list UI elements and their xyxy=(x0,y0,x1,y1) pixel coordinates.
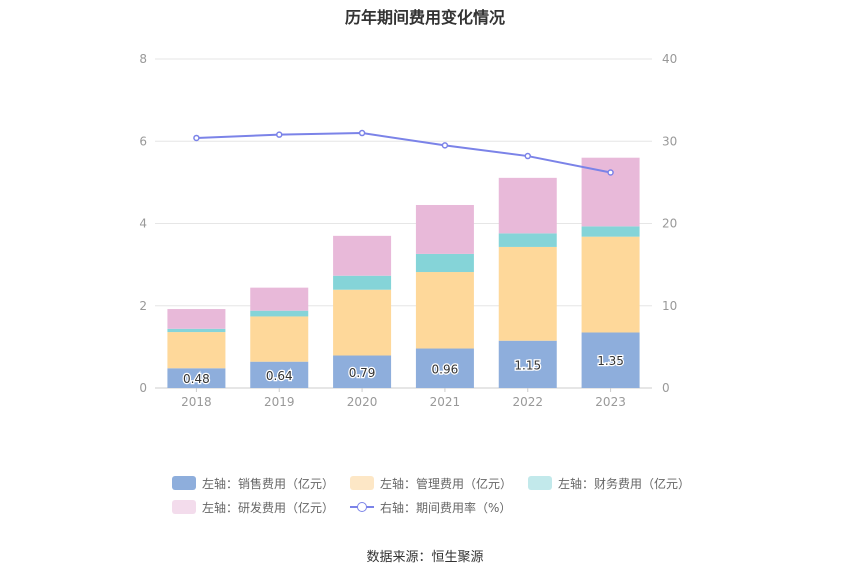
bar-data-label: 1.35 xyxy=(597,354,624,368)
bar-segment-3 xyxy=(415,204,474,254)
right-axis-tick-label: 20 xyxy=(662,217,677,231)
left-axis-tick-label: 8 xyxy=(139,52,147,66)
bar-segment-1 xyxy=(415,272,474,349)
bar-segment-3 xyxy=(498,177,557,234)
bar-segment-2 xyxy=(167,328,226,333)
expense-ratio-point xyxy=(358,129,366,137)
bar-segment-2 xyxy=(581,226,640,237)
expense-ratio-point xyxy=(607,169,614,176)
chart-legend: 左轴：销售费用（亿元） 左轴：管理费用（亿元） 左轴：财务费用（亿元） 左轴：研… xyxy=(172,471,692,519)
expense-ratio-point xyxy=(276,131,283,138)
x-axis-tick-label: 2019 xyxy=(264,395,295,409)
bar-data-label: 0.96 xyxy=(432,362,459,376)
legend-label-admin: 左轴：管理费用（亿元） xyxy=(380,476,513,491)
bar-segment-0 xyxy=(415,348,474,388)
bar-segment-0 xyxy=(581,332,640,388)
legend-item-rnd[interactable]: 左轴：研发费用（亿元） xyxy=(172,499,334,516)
bar-data-label: 0.64 xyxy=(266,369,293,383)
bar-data-label: 0.48 xyxy=(183,372,210,386)
expense-ratio-point xyxy=(441,142,449,149)
legend-line-icon xyxy=(350,500,375,514)
bar-segment-1 xyxy=(250,316,309,362)
left-axis-tick-label: 6 xyxy=(139,134,147,148)
bar-segment-2 xyxy=(333,275,392,290)
x-axis-tick-label: 2022 xyxy=(512,395,543,409)
legend-label-expense-ratio: 右轴：期间费用率（%） xyxy=(380,500,512,515)
bar-segment-1 xyxy=(333,289,392,356)
bar-segment-3 xyxy=(167,309,226,329)
legend-item-admin[interactable]: 左轴：管理费用（亿元） xyxy=(350,475,512,492)
bar-data-label: 0.79 xyxy=(349,366,376,380)
legend-swatch-finance xyxy=(528,476,553,490)
left-axis-tick-label: 4 xyxy=(139,217,147,231)
right-axis-tick-label: 30 xyxy=(662,134,677,148)
bar-segment-2 xyxy=(415,253,474,273)
right-axis-tick-label: 40 xyxy=(662,52,677,66)
bar-segment-2 xyxy=(498,233,557,247)
legend-item-finance[interactable]: 左轴：财务费用（亿元） xyxy=(528,475,690,492)
right-axis-tick-label: 10 xyxy=(662,299,677,313)
legend-item-sales[interactable]: 左轴：销售费用（亿元） xyxy=(172,475,334,492)
legend-label-finance: 左轴：财务费用（亿元） xyxy=(558,476,691,491)
bar-segment-0 xyxy=(498,340,557,388)
x-axis-tick-label: 2018 xyxy=(181,395,212,409)
x-axis-tick-label: 2023 xyxy=(595,395,626,409)
bar-segment-2 xyxy=(250,310,309,317)
bar-segment-1 xyxy=(581,236,640,333)
bar-segment-1 xyxy=(498,246,557,341)
x-axis-tick-label: 2021 xyxy=(430,395,461,409)
source-note: 数据来源：恒生聚源 xyxy=(366,550,484,565)
bar-data-label: 1.15 xyxy=(514,358,541,372)
expense-ratio-line xyxy=(196,132,611,174)
x-axis-tick-label: 2020 xyxy=(347,395,378,409)
expense-ratio-point xyxy=(193,134,200,142)
left-axis-tick-label: 0 xyxy=(139,381,147,395)
right-axis-tick-label: 0 xyxy=(662,381,670,395)
legend-label-sales: 左轴：销售费用（亿元） xyxy=(202,476,335,491)
legend-swatch-admin xyxy=(350,476,375,490)
expense-ratio-point xyxy=(524,152,531,160)
bar-segment-3 xyxy=(333,235,392,276)
bar-segment-0 xyxy=(167,368,226,388)
legend-swatch-sales xyxy=(172,476,196,490)
chart-plot: 0 2 4 6 8 0 10 20 30 40 2018 0.48 2019 0.64 2020 0.79 20… xyxy=(139,52,677,409)
legend-item-expense-ratio[interactable]: 右轴：期间费用率（%） xyxy=(350,499,511,516)
legend-swatch-rnd xyxy=(172,500,196,514)
legend-label-rnd: 左轴：研发费用（亿元） xyxy=(202,500,335,515)
bar-segment-1 xyxy=(167,332,226,369)
left-axis-tick-label: 2 xyxy=(139,299,147,313)
bar-segment-0 xyxy=(250,361,309,388)
bar-segment-0 xyxy=(333,355,392,388)
bar-segment-3 xyxy=(250,287,309,311)
chart-title: 历年期间费用变化情况 xyxy=(344,8,505,27)
